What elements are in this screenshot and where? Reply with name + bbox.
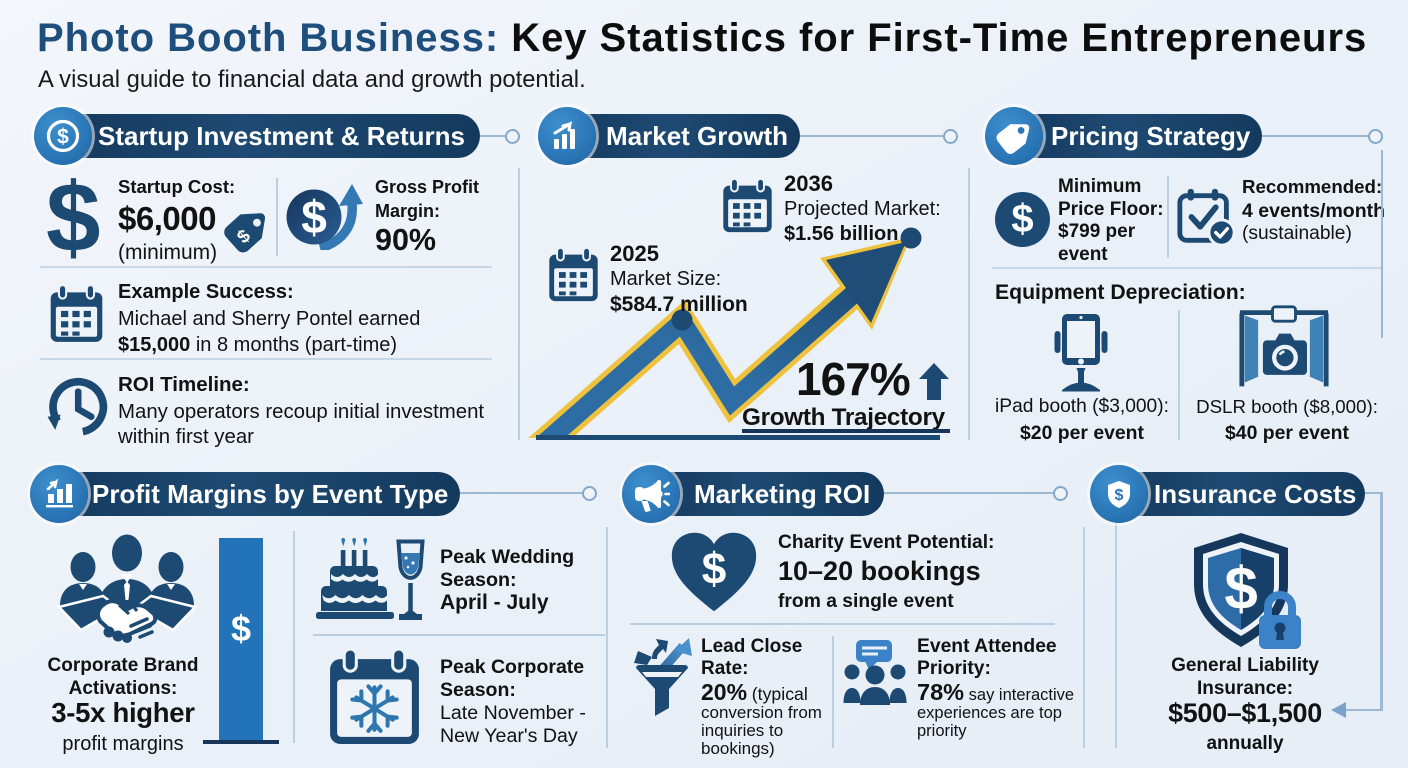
svg-text:$: $ <box>1224 555 1257 622</box>
svg-text:$: $ <box>57 126 69 149</box>
svg-text:$: $ <box>1115 487 1124 504</box>
svg-text:$: $ <box>702 545 727 594</box>
svg-text:$: $ <box>301 191 327 243</box>
